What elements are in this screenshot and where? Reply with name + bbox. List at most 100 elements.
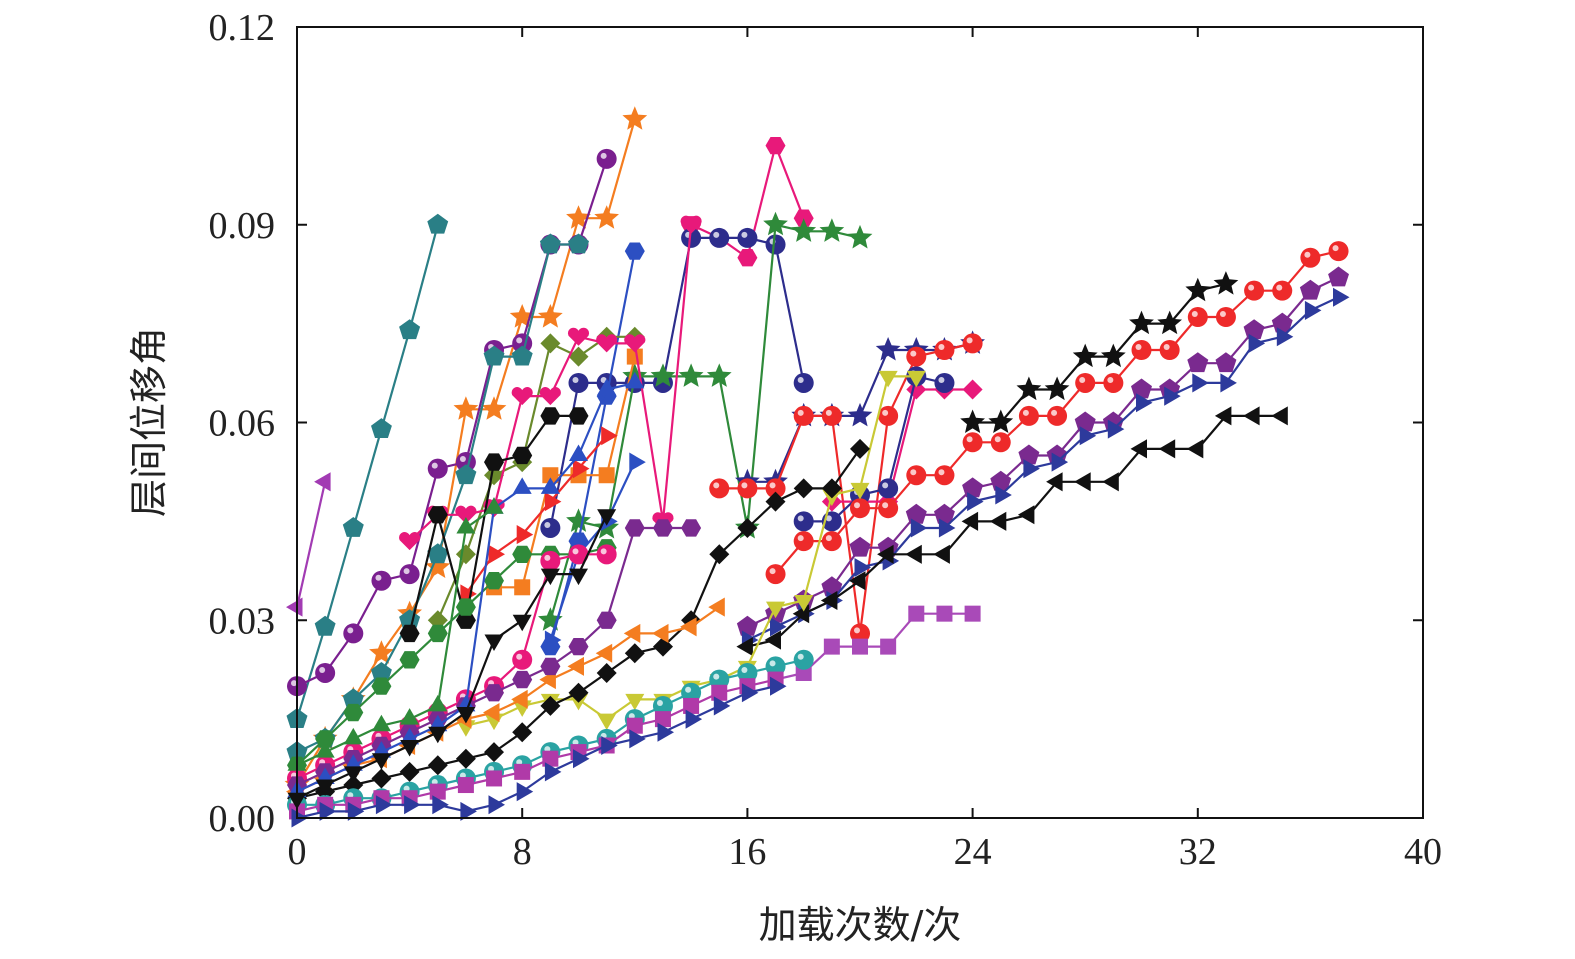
axis-layer: 0 8 16 24 32 40 0.00 0.03 0.06 0.09 0.12 (209, 7, 1443, 873)
x-tick-label: 0 (288, 831, 307, 873)
data-point (512, 722, 533, 743)
data-point (512, 670, 533, 689)
data-point (315, 662, 336, 683)
data-point (967, 492, 984, 512)
series-27 (287, 438, 870, 809)
series-layer (284, 106, 1350, 828)
data-point (601, 426, 618, 446)
data-point (483, 345, 505, 366)
data-point (512, 545, 533, 563)
data-point (1103, 372, 1124, 393)
data-point (568, 233, 589, 254)
data-point-highlight (769, 482, 776, 489)
data-point-highlight (1135, 343, 1142, 350)
data-point (625, 371, 645, 389)
data-point (962, 333, 983, 354)
data-point (427, 543, 449, 564)
data-point (852, 638, 868, 655)
data-point-highlight (966, 337, 973, 344)
data-point-highlight (544, 554, 551, 561)
data-point (538, 304, 563, 328)
data-point (624, 643, 645, 664)
data-point (596, 148, 617, 169)
data-point (906, 465, 927, 486)
data-point (737, 478, 758, 499)
data-point (455, 505, 477, 524)
data-point (598, 467, 615, 484)
data-point (315, 730, 336, 748)
data-point (990, 432, 1011, 453)
data-point (1213, 271, 1239, 295)
data-point-highlight (403, 785, 410, 792)
data-point-highlight (1276, 284, 1283, 291)
data-point-highlight (797, 515, 804, 522)
data-point (455, 748, 476, 769)
data-point (456, 707, 476, 724)
data-point-highlight (516, 653, 523, 660)
data-point (821, 531, 842, 552)
data-point (371, 768, 392, 789)
data-point (488, 544, 505, 564)
data-point (793, 209, 814, 227)
data-point (1243, 319, 1265, 340)
data-point (709, 478, 730, 499)
data-point-highlight (797, 409, 804, 416)
data-point (764, 630, 781, 650)
data-point (653, 519, 673, 537)
data-point (995, 485, 1012, 505)
data-point (820, 590, 838, 610)
data-point (765, 137, 786, 155)
data-point (629, 452, 646, 472)
data-point (850, 438, 870, 459)
series-8 (538, 211, 873, 631)
data-point-highlight (600, 548, 607, 555)
data-point (793, 405, 814, 426)
data-point (569, 568, 588, 586)
data-point-highlight (572, 376, 579, 383)
data-point-highlight (769, 660, 776, 667)
series-line (295, 224, 439, 720)
series-19 (793, 366, 955, 532)
data-point-highlight (628, 713, 635, 720)
data-point (934, 372, 955, 393)
data-point (455, 611, 476, 629)
data-point-highlight (572, 548, 579, 555)
data-point (1051, 452, 1069, 472)
data-point (375, 795, 393, 815)
data-point (371, 570, 392, 591)
data-point (850, 482, 870, 500)
data-point (371, 677, 392, 695)
data-point (484, 453, 504, 471)
data-point (596, 663, 617, 683)
data-point (371, 418, 392, 438)
data-point-highlight (825, 535, 832, 542)
data-point (371, 662, 392, 682)
data-point-highlight (994, 436, 1001, 443)
data-point-highlight (910, 350, 917, 357)
data-point (1243, 406, 1260, 426)
data-point (683, 697, 700, 714)
series-22 (736, 266, 1349, 636)
data-point (511, 689, 528, 709)
series-14 (399, 407, 589, 643)
data-point (484, 634, 504, 651)
data-point (936, 605, 953, 622)
data-point (427, 624, 448, 643)
data-point (399, 564, 420, 585)
data-point (1299, 279, 1321, 300)
data-point (540, 477, 560, 494)
data-point (1159, 339, 1180, 360)
data-point (540, 550, 561, 571)
data-point (908, 605, 925, 622)
data-point (1248, 333, 1266, 353)
data-point (484, 497, 504, 514)
data-point (399, 624, 420, 643)
data-point (623, 623, 641, 643)
data-point (516, 782, 534, 802)
data-point (1136, 393, 1153, 413)
series-37 (287, 497, 504, 771)
data-point (573, 459, 590, 479)
data-point (399, 761, 420, 782)
data-point (512, 614, 532, 632)
data-point (877, 544, 894, 564)
